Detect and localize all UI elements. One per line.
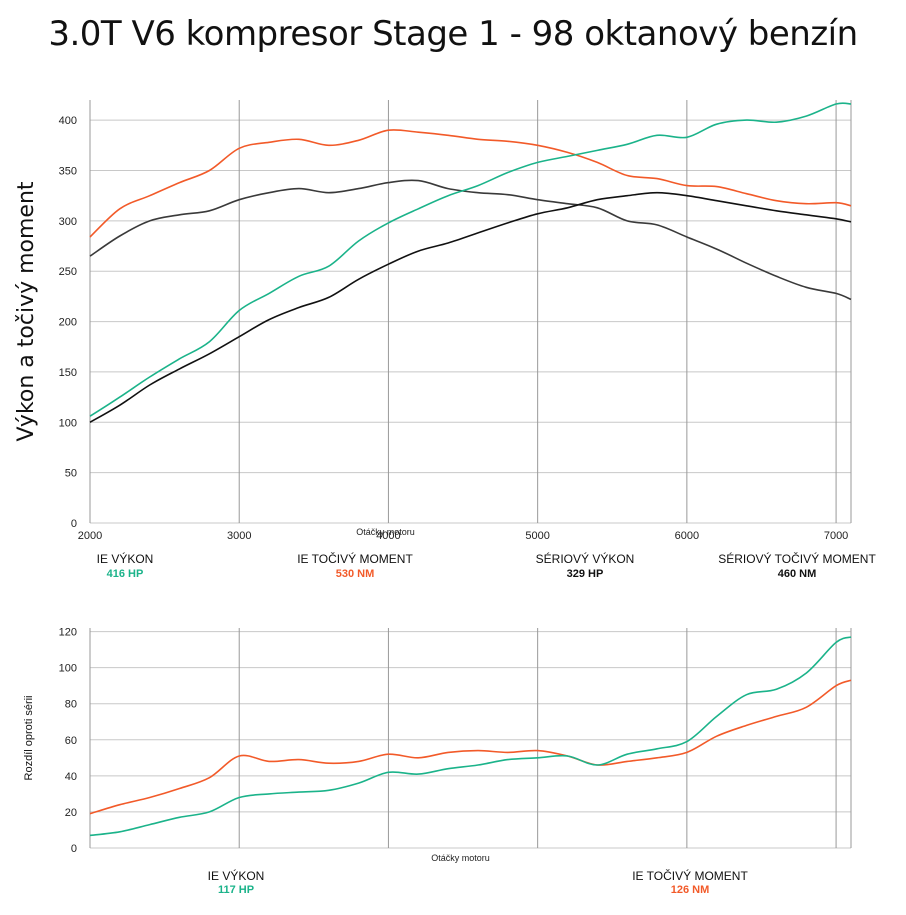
y-tick-label: 50 [65,468,77,480]
y-tick-label: 300 [59,216,77,228]
y-tick-label: 100 [59,663,77,675]
y-tick-label: 100 [59,417,77,429]
y-tick-label: 120 [59,627,77,639]
y-tick-label: 400 [59,115,77,127]
y-tick-label: 20 [65,807,77,819]
x-tick-label: 6000 [675,530,699,542]
y-tick-label: 80 [65,699,77,711]
legend-label: SÉRIOVÝ TOČIVÝ MOMENT [718,551,876,566]
y-tick-label: 40 [65,771,77,783]
y-tick-label: 150 [59,367,77,379]
x-tick-label: 7000 [824,530,848,542]
series-line-ie-v-kon [89,636,852,837]
x-axis-title: Otáčky motoru [356,527,415,537]
y-axis-title: Výkon a točivý moment [14,181,39,441]
x-tick-label: 2000 [78,530,102,542]
x-tick-label: 4000 [376,530,400,542]
series-line-ie-to-iv-moment [89,679,852,815]
series-line-ie-to-iv-moment [89,129,852,238]
legend-value: 416 HP [107,568,144,580]
x-tick-label: 3000 [227,530,251,542]
y-axis-title: Rozdíl oproti sérii [23,696,35,781]
legend-label: IE VÝKON [97,551,154,566]
legend-value: 530 NM [336,568,375,580]
page-title: 3.0T V6 kompresor Stage 1 - 98 oktanový … [48,14,858,54]
series-line-s-riov-to-iv-moment [89,179,852,301]
legend-label: IE TOČIVÝ MOMENT [297,551,413,566]
legend-label: IE TOČIVÝ MOMENT [632,868,748,883]
y-tick-label: 250 [59,266,77,278]
x-axis-title: Otáčky motoru [431,853,490,863]
series-line-ie-v-kon [89,102,852,417]
series-line-s-riov-v-kon [89,191,852,423]
y-tick-label: 0 [71,518,77,530]
y-tick-label: 0 [71,843,77,855]
y-tick-label: 60 [65,735,77,747]
legend-value: 329 HP [567,568,604,580]
legend-label: SÉRIOVÝ VÝKON [536,551,635,566]
legend-value: 460 NM [778,568,817,580]
x-tick-label: 5000 [525,530,549,542]
legend-label: IE VÝKON [208,868,265,883]
y-tick-label: 200 [59,317,77,329]
y-tick-label: 350 [59,166,77,178]
legend-value: 126 NM [671,884,710,896]
legend-value: 117 HP [218,884,254,896]
